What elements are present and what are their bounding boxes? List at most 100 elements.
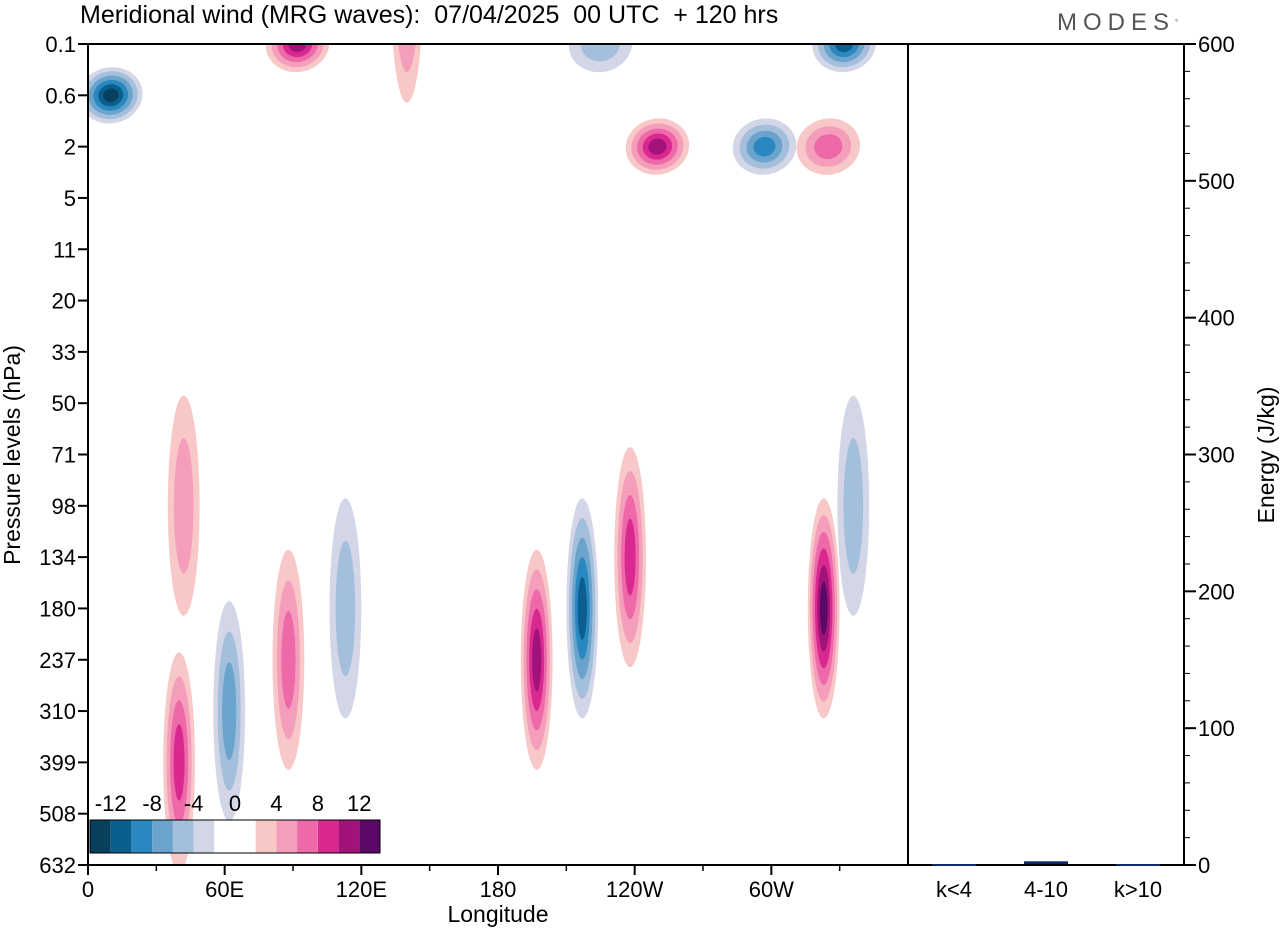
colorbar-swatch bbox=[214, 820, 235, 853]
colorbar-swatch bbox=[90, 820, 111, 853]
y-tick-label: 5 bbox=[64, 186, 76, 211]
plot-frame bbox=[87, 43, 909, 866]
x-tick-label: 120W bbox=[606, 877, 664, 902]
contour-level bbox=[282, 44, 313, 58]
contour-level bbox=[398, 44, 416, 73]
energy-bar-label: k<4 bbox=[936, 877, 972, 902]
contour-level bbox=[819, 581, 828, 636]
contour-feature bbox=[392, 0, 421, 103]
contour-level bbox=[392, 44, 421, 103]
contour-feature bbox=[625, 118, 690, 175]
energy-tick-label: 0 bbox=[1198, 853, 1210, 878]
y-tick-label: 71 bbox=[52, 443, 76, 468]
contour-level bbox=[648, 138, 667, 155]
heatmap-contours bbox=[88, 0, 876, 865]
y-tick-label: 180 bbox=[39, 596, 76, 621]
contour-feature bbox=[329, 498, 362, 719]
contour-feature bbox=[88, 67, 143, 124]
colorbar-label: -4 bbox=[184, 791, 204, 816]
y-tick-label: 632 bbox=[39, 853, 76, 878]
colorbar-swatch bbox=[152, 820, 173, 853]
energy-bar-label: 4-10 bbox=[1024, 877, 1068, 902]
energy-tick-label: 600 bbox=[1198, 32, 1235, 57]
colorbar-swatch bbox=[110, 820, 132, 853]
colorbar-frame bbox=[89, 819, 381, 854]
chart-title: Meridional wind (MRG waves): 07/04/2025 … bbox=[80, 1, 779, 29]
energy-tick-label: 200 bbox=[1198, 579, 1235, 604]
colorbar-swatch bbox=[193, 820, 215, 853]
energy-bar-label: k>10 bbox=[1114, 877, 1162, 902]
y-tick-label: 310 bbox=[39, 699, 76, 724]
energy-bar bbox=[1024, 861, 1068, 864]
contour-level bbox=[835, 44, 854, 53]
axes: 0.1 0.6 2 5 11 20 33 50 71 98 134 180 237 310 399 508 63… bbox=[39, 32, 1234, 902]
contour-feature bbox=[566, 498, 599, 719]
colorbar-swatch bbox=[131, 820, 153, 853]
y-tick-label: 237 bbox=[39, 648, 76, 673]
colorbar-label: 0 bbox=[229, 791, 241, 816]
contour-level bbox=[814, 134, 843, 160]
contour-level bbox=[577, 577, 587, 640]
energy-frame bbox=[907, 43, 1185, 866]
colorbar-swatch bbox=[317, 820, 339, 853]
energy-tick-label: 300 bbox=[1198, 443, 1235, 468]
contour-feature bbox=[163, 652, 195, 865]
contour-feature bbox=[520, 549, 553, 770]
colorbar-label: -8 bbox=[142, 791, 162, 816]
energy-axis-label: Energy (J/kg) bbox=[1253, 387, 1279, 524]
y-tick-label: 508 bbox=[39, 802, 76, 827]
contour-level bbox=[222, 662, 237, 760]
contour-level bbox=[281, 610, 296, 709]
colorbar-label: 4 bbox=[270, 791, 282, 816]
colorbar-swatch bbox=[297, 820, 318, 853]
x-tick-label: 180 bbox=[480, 877, 517, 902]
brand-logo: MODES° bbox=[1057, 8, 1178, 38]
x-tick-label: 60W bbox=[749, 877, 794, 902]
contour-feature bbox=[796, 118, 861, 175]
colorbar-label: 8 bbox=[312, 791, 324, 816]
y-axis-label: Pressure levels (hPa) bbox=[0, 345, 25, 565]
contour-feature bbox=[837, 395, 870, 616]
y-tick-label: 134 bbox=[39, 545, 76, 570]
brand-name: MODES bbox=[1057, 9, 1176, 36]
y-tick-label: 0.6 bbox=[45, 83, 76, 108]
energy-tick-label: 100 bbox=[1198, 716, 1235, 741]
y-tick-label: 50 bbox=[52, 391, 76, 416]
energy-tick-label: 400 bbox=[1198, 306, 1235, 331]
x-tick-label: 60E bbox=[205, 877, 244, 902]
colorbar-label: 12 bbox=[347, 791, 371, 816]
contour-level bbox=[400, 0, 414, 42]
energy-bar bbox=[1116, 864, 1160, 866]
colorbar-swatch bbox=[235, 820, 256, 853]
contour-feature bbox=[614, 447, 646, 668]
y-tick-label: 399 bbox=[39, 750, 76, 775]
energy-tick-label: 500 bbox=[1198, 169, 1235, 194]
colorbar: -12 -8 -4 0 4 8 12 bbox=[89, 791, 381, 854]
contour-level bbox=[173, 724, 185, 801]
contour-level bbox=[624, 518, 636, 596]
energy-bars: k<4 4-10 k>10 bbox=[932, 861, 1162, 902]
contour-feature bbox=[272, 549, 305, 770]
contour-level bbox=[843, 438, 864, 574]
brand-mark: ° bbox=[1175, 18, 1179, 27]
colorbar-swatch bbox=[172, 820, 194, 853]
contour-level bbox=[103, 88, 119, 103]
y-tick-label: 33 bbox=[52, 340, 76, 365]
contour-feature bbox=[807, 498, 840, 719]
contour-level bbox=[753, 136, 776, 157]
contour-level bbox=[173, 438, 194, 574]
contour-level bbox=[829, 44, 859, 58]
colorbar-swatch bbox=[338, 820, 360, 853]
contour-level bbox=[335, 540, 356, 677]
contour-feature bbox=[167, 395, 200, 616]
contour-level bbox=[532, 628, 542, 692]
x-tick-label: 0 bbox=[82, 877, 94, 902]
y-tick-label: 0.1 bbox=[45, 32, 76, 57]
colorbar-swatch bbox=[255, 820, 277, 853]
x-axis-label: Longitude bbox=[447, 901, 548, 927]
y-tick-label: 20 bbox=[52, 289, 76, 314]
contour-level bbox=[580, 44, 621, 62]
colorbar-swatch bbox=[276, 820, 298, 853]
y-tick-label: 2 bbox=[64, 135, 76, 160]
